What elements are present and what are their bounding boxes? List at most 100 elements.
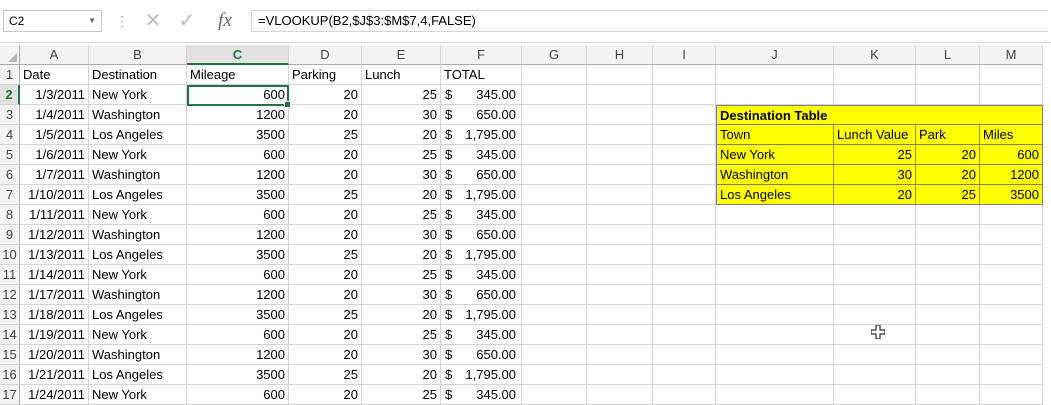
record-mileage[interactable]: 600 bbox=[187, 205, 289, 225]
grid-cell[interactable] bbox=[522, 325, 587, 345]
grid-cell[interactable] bbox=[653, 125, 716, 145]
row-header-4[interactable]: 4 bbox=[0, 125, 20, 145]
record-mileage[interactable]: 3500 bbox=[187, 305, 289, 325]
record-destination[interactable]: New York bbox=[89, 145, 187, 165]
row-header-6[interactable]: 6 bbox=[0, 165, 20, 185]
destination-table-title[interactable]: Destination Table bbox=[716, 105, 1043, 125]
record-destination[interactable]: New York bbox=[89, 385, 187, 405]
column-header-j[interactable]: J bbox=[716, 45, 834, 65]
destination-table-cell[interactable]: 25 bbox=[834, 145, 916, 165]
header-lunch[interactable]: Lunch bbox=[362, 65, 441, 85]
record-date[interactable]: 1/10/2011 bbox=[20, 185, 89, 205]
grid-cell[interactable] bbox=[980, 205, 1043, 225]
grid-cell[interactable] bbox=[716, 305, 834, 325]
grid-cell[interactable] bbox=[716, 225, 834, 245]
destination-table-cell[interactable]: Washington bbox=[716, 165, 834, 185]
grid-cell[interactable] bbox=[587, 165, 653, 185]
select-all-button[interactable] bbox=[0, 45, 20, 65]
grid-cell[interactable] bbox=[587, 145, 653, 165]
grid-cell[interactable] bbox=[834, 385, 916, 405]
grid-cell[interactable] bbox=[653, 345, 716, 365]
record-mileage[interactable]: 600 bbox=[187, 265, 289, 285]
grid-cell[interactable] bbox=[834, 245, 916, 265]
record-total[interactable]: $345.00 bbox=[441, 85, 522, 105]
row-header-8[interactable]: 8 bbox=[0, 205, 20, 225]
destination-table-cell[interactable]: 600 bbox=[980, 145, 1043, 165]
record-parking[interactable]: 25 bbox=[289, 305, 362, 325]
record-parking[interactable]: 25 bbox=[289, 365, 362, 385]
grid-cell[interactable] bbox=[587, 85, 653, 105]
record-parking[interactable]: 20 bbox=[289, 85, 362, 105]
record-parking[interactable]: 20 bbox=[289, 105, 362, 125]
grid-cell[interactable] bbox=[587, 245, 653, 265]
record-parking[interactable]: 20 bbox=[289, 225, 362, 245]
column-header-f[interactable]: F bbox=[441, 45, 522, 65]
destination-table-header[interactable]: Lunch Value bbox=[834, 125, 916, 145]
grid-cell[interactable] bbox=[716, 345, 834, 365]
grid-cell[interactable] bbox=[834, 365, 916, 385]
grid-cell[interactable] bbox=[980, 345, 1043, 365]
grid-cell[interactable] bbox=[834, 265, 916, 285]
record-parking[interactable]: 20 bbox=[289, 385, 362, 405]
grid-cell[interactable] bbox=[653, 285, 716, 305]
header-date[interactable]: Date bbox=[20, 65, 89, 85]
record-total[interactable]: $650.00 bbox=[441, 345, 522, 365]
grid-cell[interactable] bbox=[916, 265, 980, 285]
name-box[interactable]: C2 ▼ bbox=[3, 10, 102, 32]
grid-cell[interactable] bbox=[653, 265, 716, 285]
record-total[interactable]: $1,795.00 bbox=[441, 245, 522, 265]
grid-cell[interactable] bbox=[834, 325, 916, 345]
header-mileage[interactable]: Mileage bbox=[187, 65, 289, 85]
grid-cell[interactable] bbox=[916, 345, 980, 365]
grid-cell[interactable] bbox=[522, 285, 587, 305]
grid-cell[interactable] bbox=[522, 205, 587, 225]
grid-cell[interactable] bbox=[653, 325, 716, 345]
grid-cell[interactable] bbox=[716, 325, 834, 345]
destination-table-cell[interactable]: 25 bbox=[916, 185, 980, 205]
destination-table-cell[interactable]: Los Angeles bbox=[716, 185, 834, 205]
grid-cell[interactable] bbox=[587, 305, 653, 325]
grid-cell[interactable] bbox=[834, 65, 916, 85]
column-header-i[interactable]: I bbox=[653, 45, 716, 65]
grid-cell[interactable] bbox=[522, 225, 587, 245]
record-mileage[interactable]: 1200 bbox=[187, 285, 289, 305]
grid-cell[interactable] bbox=[916, 325, 980, 345]
grid-cell[interactable] bbox=[716, 285, 834, 305]
grid-cell[interactable] bbox=[587, 65, 653, 85]
column-header-e[interactable]: E bbox=[362, 45, 441, 65]
destination-table-cell[interactable]: New York bbox=[716, 145, 834, 165]
record-destination[interactable]: Los Angeles bbox=[89, 245, 187, 265]
grid-cell[interactable] bbox=[522, 105, 587, 125]
record-total[interactable]: $345.00 bbox=[441, 385, 522, 405]
grid-cell[interactable] bbox=[522, 385, 587, 405]
row-header-11[interactable]: 11 bbox=[0, 265, 20, 285]
record-date[interactable]: 1/11/2011 bbox=[20, 205, 89, 225]
record-date[interactable]: 1/19/2011 bbox=[20, 325, 89, 345]
record-mileage[interactable]: 3500 bbox=[187, 245, 289, 265]
record-destination[interactable]: New York bbox=[89, 325, 187, 345]
grid-cell[interactable] bbox=[980, 385, 1043, 405]
record-lunch[interactable]: 25 bbox=[362, 205, 441, 225]
record-destination[interactable]: Washington bbox=[89, 345, 187, 365]
record-total[interactable]: $345.00 bbox=[441, 265, 522, 285]
record-destination[interactable]: New York bbox=[89, 265, 187, 285]
grid-cell[interactable] bbox=[916, 65, 980, 85]
record-mileage[interactable]: 600 bbox=[187, 325, 289, 345]
record-total[interactable]: $650.00 bbox=[441, 105, 522, 125]
record-mileage[interactable]: 3500 bbox=[187, 125, 289, 145]
grid-cell[interactable] bbox=[587, 105, 653, 125]
record-date[interactable]: 1/20/2011 bbox=[20, 345, 89, 365]
row-header-2[interactable]: 2 bbox=[0, 85, 20, 105]
record-total[interactable]: $345.00 bbox=[441, 205, 522, 225]
grid-cell[interactable] bbox=[522, 125, 587, 145]
grid-cell[interactable] bbox=[587, 125, 653, 145]
record-date[interactable]: 1/14/2011 bbox=[20, 265, 89, 285]
destination-table-cell[interactable]: 20 bbox=[834, 185, 916, 205]
grid-cell[interactable] bbox=[716, 65, 834, 85]
grid-cell[interactable] bbox=[653, 165, 716, 185]
record-parking[interactable]: 20 bbox=[289, 205, 362, 225]
row-header-7[interactable]: 7 bbox=[0, 185, 20, 205]
record-mileage[interactable]: 1200 bbox=[187, 225, 289, 245]
grid-cell[interactable] bbox=[522, 185, 587, 205]
row-header-1[interactable]: 1 bbox=[0, 65, 20, 85]
